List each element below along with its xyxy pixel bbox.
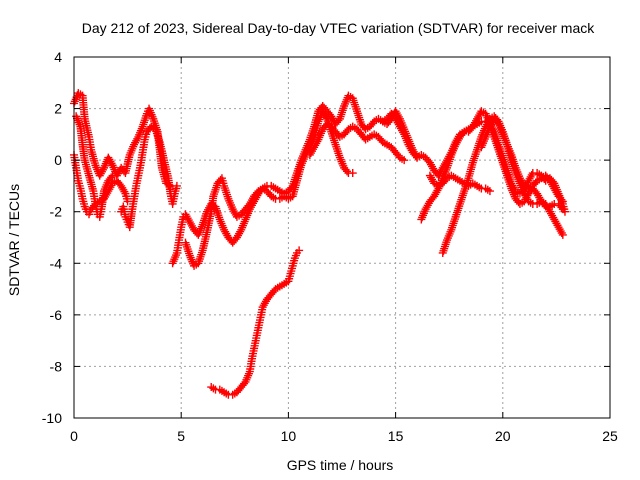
y-tick-label: 4	[54, 49, 62, 65]
series-trace-6	[181, 107, 357, 270]
data-point	[107, 173, 116, 182]
data-point	[399, 128, 408, 137]
chart-title: Day 212 of 2023, Sidereal Day-to-day VTE…	[82, 20, 595, 36]
series-trace-11	[425, 171, 494, 196]
series-trace-7	[207, 246, 304, 399]
y-tick-label: -8	[50, 358, 63, 374]
x-tick-label: 15	[388, 428, 404, 444]
plot-frame	[73, 56, 611, 419]
data-point	[557, 228, 566, 237]
data-point	[98, 165, 107, 174]
data-point	[313, 137, 322, 146]
series-trace-4	[117, 122, 181, 232]
x-tick-label: 20	[495, 428, 511, 444]
y-tick-label: -2	[50, 204, 63, 220]
data-point	[558, 230, 567, 239]
x-axis-label: GPS time / hours	[287, 457, 394, 473]
data-point	[120, 187, 129, 196]
data-point	[172, 181, 181, 190]
y-tick-label: -4	[50, 255, 63, 271]
data-point	[348, 169, 357, 178]
y-tick-label: 0	[54, 152, 62, 168]
y-tick-label: -6	[50, 307, 63, 323]
data-point	[108, 171, 117, 180]
data-point	[560, 207, 569, 216]
data-point	[485, 187, 494, 196]
x-tick-label: 5	[177, 428, 185, 444]
y-axis-label: SDTVAR / TECUs	[6, 184, 22, 296]
data-point	[527, 170, 536, 179]
x-tick-label: 25	[602, 428, 618, 444]
data-point	[295, 246, 304, 255]
y-tick-label: -10	[42, 410, 62, 426]
axis-ticks: 0 5 10 15 20 25 -10 -8 -6 -4 -2 0 2 4	[42, 49, 618, 444]
data-point	[558, 197, 567, 206]
x-tick-label: 10	[281, 428, 297, 444]
data-point	[343, 167, 352, 176]
data-series	[70, 89, 569, 399]
series-trace-3	[72, 112, 117, 221]
data-point	[236, 227, 245, 236]
data-point	[433, 186, 442, 195]
data-point	[321, 112, 330, 121]
data-point	[557, 195, 566, 204]
data-point	[133, 134, 142, 143]
series-trace-8	[305, 120, 409, 165]
series-trace-13	[477, 114, 567, 206]
data-point	[107, 159, 116, 168]
data-point	[400, 156, 409, 165]
x-tick-label: 0	[70, 428, 78, 444]
y-tick-label: 2	[54, 101, 62, 117]
